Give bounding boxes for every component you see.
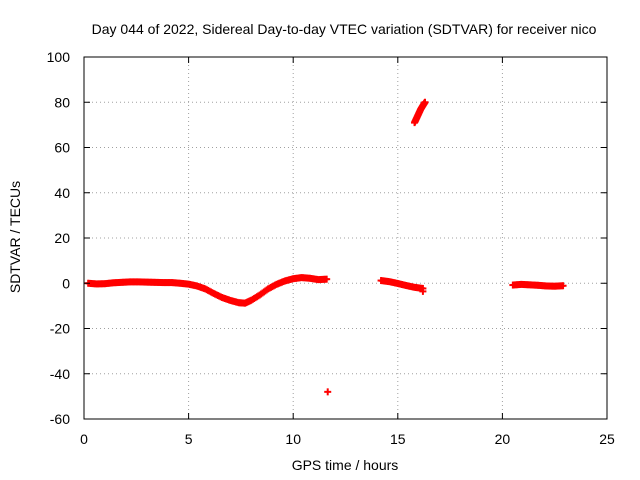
y-tick-label: 0 <box>62 275 70 291</box>
x-axis: 0 5 10 15 20 25 <box>80 57 615 447</box>
y-axis-label: SDTVAR / TECUs <box>7 181 23 293</box>
y-tick-label: -60 <box>50 411 70 427</box>
data-point <box>324 388 332 396</box>
x-tick-label: 25 <box>599 431 615 447</box>
y-tick-label: 20 <box>54 230 70 246</box>
y-axis: -60 -40 -20 0 20 40 60 80 100 <box>47 49 607 427</box>
y-tick-label: -40 <box>50 366 70 382</box>
chart-title: Day 044 of 2022, Sidereal Day-to-day VTE… <box>92 21 597 37</box>
x-tick-label: 20 <box>495 431 511 447</box>
x-axis-label: GPS time / hours <box>292 457 399 473</box>
data-point <box>418 284 426 292</box>
x-tick-label: 5 <box>185 431 193 447</box>
data-point <box>421 99 429 107</box>
x-tick-label: 0 <box>80 431 88 447</box>
data-points <box>84 98 567 396</box>
data-point <box>558 282 566 290</box>
x-tick-label: 10 <box>285 431 301 447</box>
y-tick-label: 60 <box>54 140 70 156</box>
y-tick-label: 100 <box>47 49 71 65</box>
y-tick-label: -20 <box>50 321 70 337</box>
y-tick-label: 40 <box>54 185 70 201</box>
y-tick-label: 80 <box>54 94 70 110</box>
x-tick-label: 15 <box>390 431 406 447</box>
grid-lines <box>84 57 607 419</box>
data-point <box>321 275 329 283</box>
